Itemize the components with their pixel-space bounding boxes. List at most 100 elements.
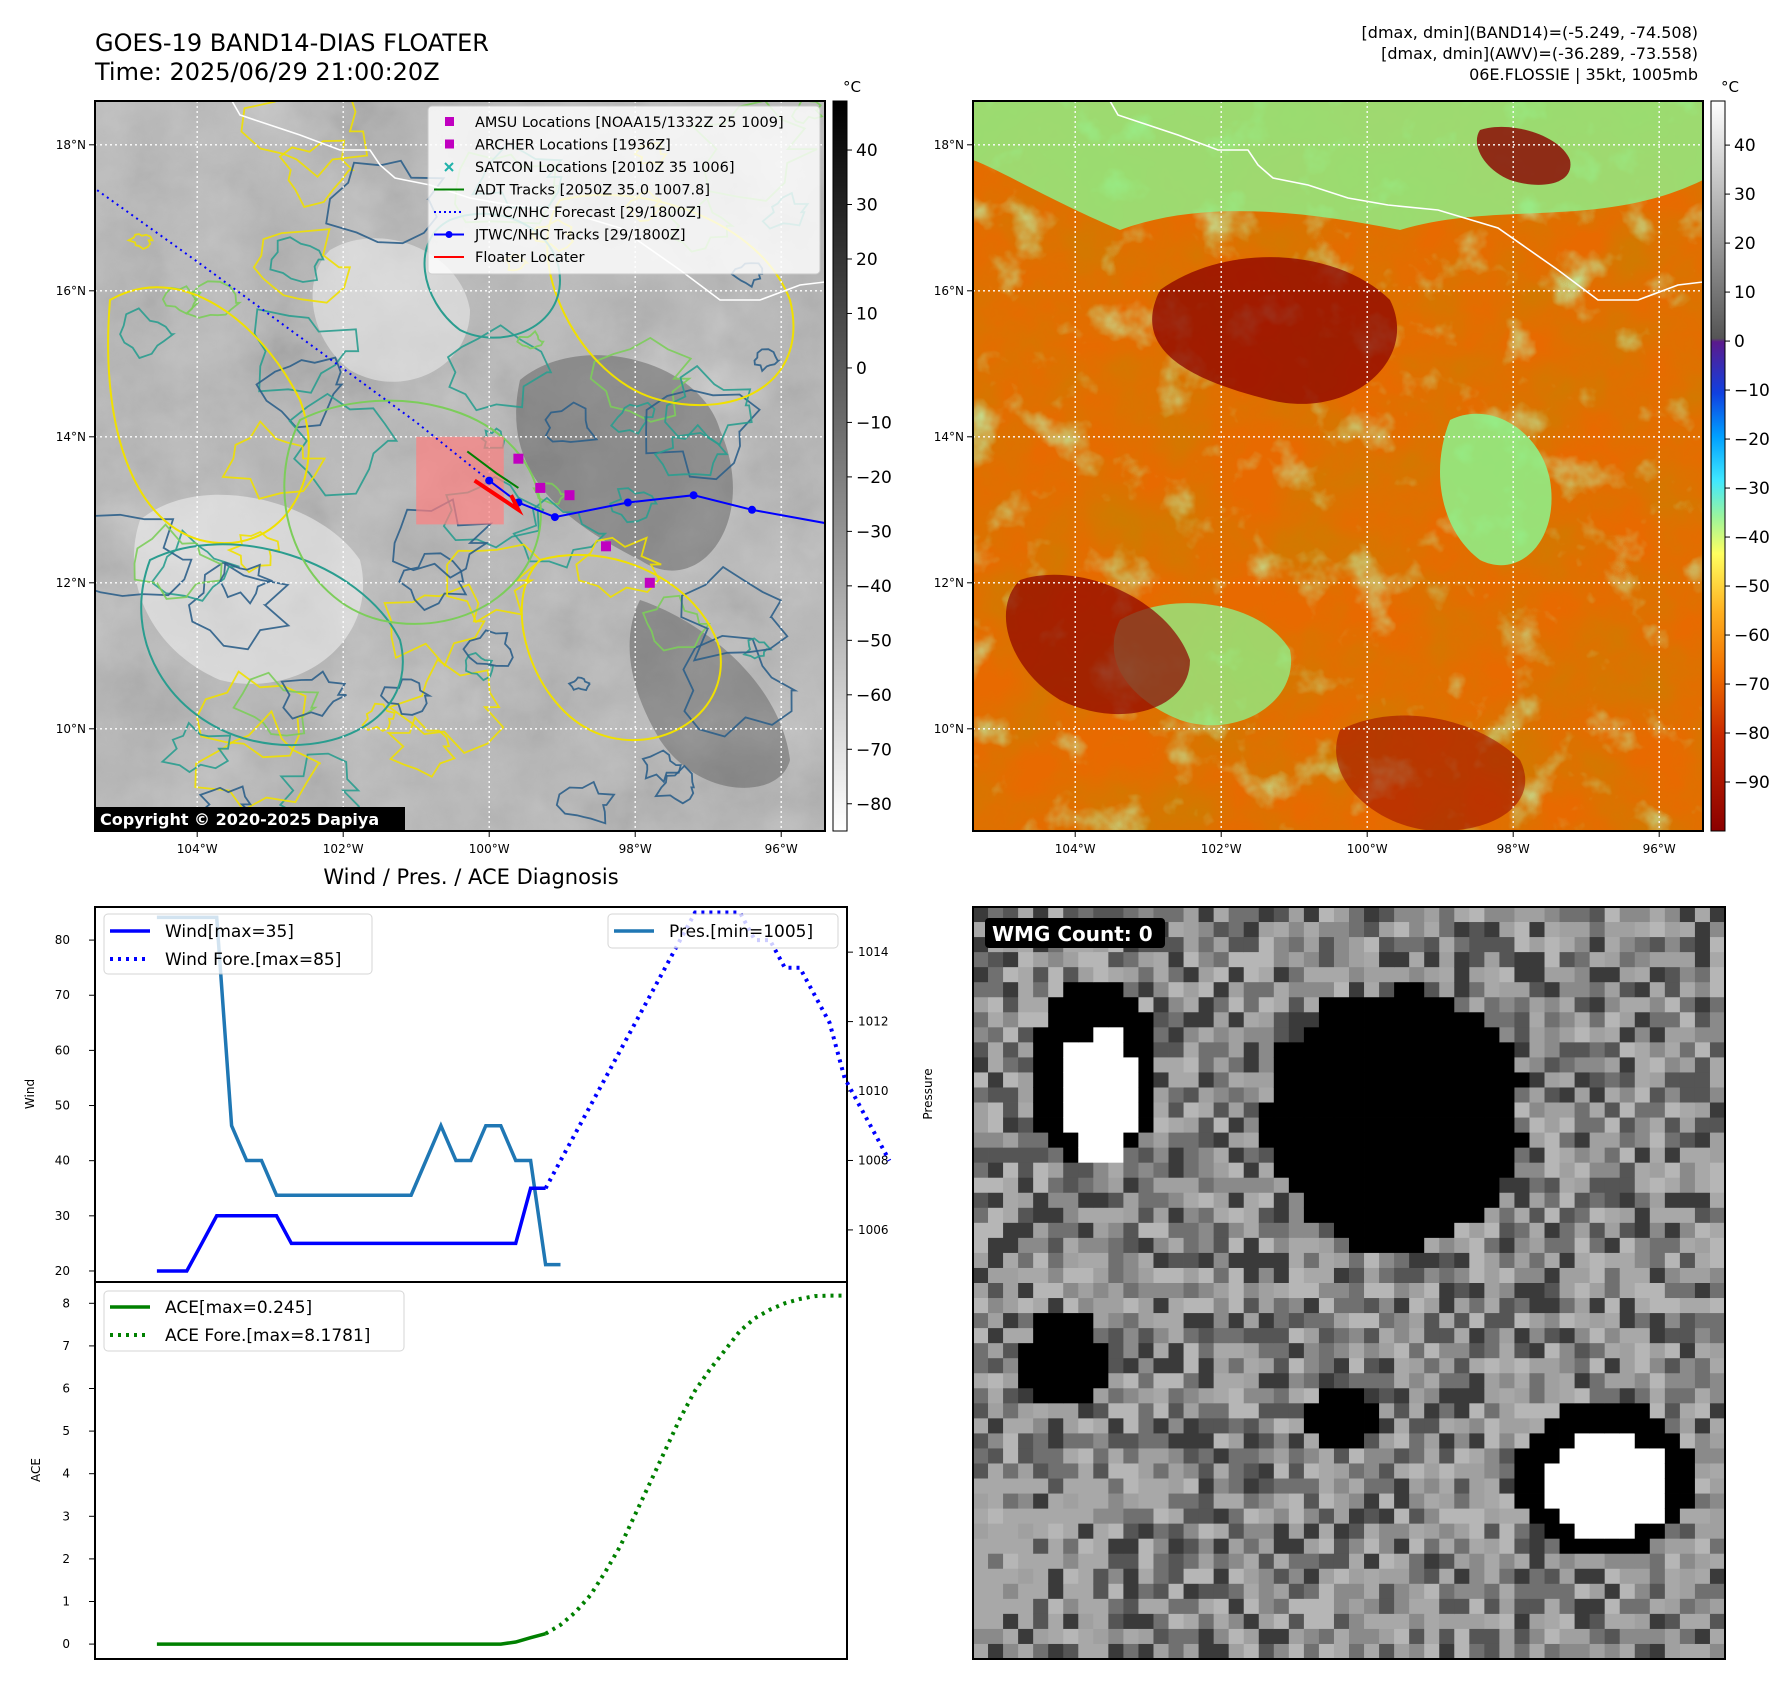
wmg-cell <box>1108 1222 1124 1239</box>
wmg-cell <box>1123 1463 1139 1479</box>
wmg-cell <box>1243 1613 1260 1630</box>
wmg-cell <box>1514 1222 1530 1239</box>
wmg-cell <box>1093 1358 1109 1374</box>
wmg-cell <box>1138 1147 1154 1164</box>
wmg-cell <box>1424 1102 1440 1118</box>
wmg-cell <box>1258 1643 1275 1659</box>
wmg-cell <box>1258 1448 1275 1464</box>
wmg-cell <box>973 1117 989 1133</box>
wmg-cell <box>1213 937 1230 953</box>
wmg-cell <box>1078 1538 1094 1555</box>
wmg-cell <box>1589 1418 1606 1434</box>
wmg-cell <box>1318 1222 1335 1239</box>
awv-colorbar-unit: °C <box>1721 78 1739 96</box>
wmg-cell <box>1409 982 1425 998</box>
wmg-cell <box>973 1553 989 1570</box>
lat-tick-label: 10°N <box>56 722 86 736</box>
wmg-cell <box>1544 1493 1560 1509</box>
wmg-cell <box>988 1388 1004 1404</box>
wmg-cell <box>1649 1598 1666 1615</box>
wmg-cell <box>1093 1463 1109 1479</box>
wmg-cell <box>1183 1147 1199 1164</box>
ace-tick-label: 1 <box>62 1594 70 1608</box>
wmg-cell <box>1394 952 1410 968</box>
wmg-cell <box>973 1358 989 1374</box>
wmg-cell <box>1018 1162 1034 1179</box>
wmg-cell <box>1018 1283 1034 1299</box>
wmg-cell <box>1273 1328 1290 1344</box>
wmg-cell <box>1364 1343 1380 1359</box>
wmg-cell <box>1003 1388 1019 1404</box>
wmg-cell <box>1303 1147 1320 1164</box>
wmg-cell <box>1063 1072 1079 1088</box>
wmg-cell <box>1153 1162 1169 1179</box>
ace-tick-label: 3 <box>62 1509 70 1523</box>
wmg-cell <box>1484 907 1500 923</box>
wmg-cell <box>1529 1448 1545 1464</box>
wmg-cell <box>1303 1478 1320 1494</box>
wmg-cell <box>1033 1132 1049 1149</box>
wmg-cell <box>1349 1283 1365 1299</box>
wmg-cell <box>1243 1388 1260 1404</box>
wmg-cell <box>1574 1343 1591 1359</box>
wmg-cell <box>1454 1313 1470 1329</box>
wmg-cell <box>1574 1478 1591 1494</box>
wmg-cell <box>1349 1132 1365 1149</box>
wmg-cell <box>1574 1132 1591 1149</box>
band14-bright-region <box>133 494 364 684</box>
wmg-cell <box>1093 1162 1109 1179</box>
ace-legend-label: ACE[max=0.245] <box>165 1298 312 1318</box>
wmg-cell <box>1288 1343 1305 1359</box>
wmg-cell <box>1123 1237 1139 1254</box>
wmg-cell <box>1303 1523 1320 1540</box>
wmg-cell <box>1198 952 1215 968</box>
wmg-cell <box>1634 1177 1651 1194</box>
wmg-cell <box>1604 1162 1621 1179</box>
wmg-cell <box>1303 1162 1320 1179</box>
wmg-cell <box>1183 1508 1199 1525</box>
wmg-cell <box>1409 1433 1425 1449</box>
wmg-cell <box>1349 1448 1365 1464</box>
wmg-cell <box>1243 1087 1260 1103</box>
wmg-cell <box>1198 1207 1215 1224</box>
wmg-cell <box>1664 1207 1681 1224</box>
wmg-cell <box>1138 1643 1154 1659</box>
wmg-cell <box>1063 1313 1079 1329</box>
wmg-cell <box>1574 1042 1591 1058</box>
wmg-cell <box>1123 1568 1139 1585</box>
wmg-cell <box>1243 982 1260 998</box>
wmg-cell <box>1213 1463 1230 1479</box>
wmg-cell <box>1589 1568 1606 1585</box>
wmg-cell <box>1108 1373 1124 1389</box>
wmg-cell <box>1484 1132 1500 1149</box>
wmg-cell <box>1589 1328 1606 1344</box>
wmg-cell <box>1529 952 1545 968</box>
wmg-cell <box>1108 1553 1124 1570</box>
wmg-cell <box>1228 1523 1245 1540</box>
contour-line <box>283 399 542 625</box>
wmg-cell <box>1574 1493 1591 1509</box>
wmg-cell <box>1574 1147 1591 1164</box>
wmg-cell <box>1093 1523 1109 1540</box>
colorbar-tick-label: 10 <box>856 304 878 324</box>
wmg-cell <box>1604 1478 1621 1494</box>
wmg-cell <box>1694 1523 1711 1540</box>
wmg-cell <box>1033 1267 1049 1284</box>
wmg-cell <box>1694 1328 1711 1344</box>
wmg-cell <box>1003 1207 1019 1224</box>
wmg-cell <box>1544 1643 1560 1659</box>
wmg-cell <box>1679 1057 1696 1073</box>
wmg-cell <box>1454 937 1470 953</box>
wmg-cell <box>1529 907 1545 923</box>
wmg-cell <box>1619 1177 1636 1194</box>
wmg-cell <box>1288 1117 1305 1133</box>
wmg-cell <box>973 1177 989 1194</box>
wmg-cell <box>1153 1478 1169 1494</box>
wmg-cell <box>1333 1313 1350 1329</box>
wmg-cell <box>1619 1568 1636 1585</box>
wmg-cell <box>1709 967 1725 983</box>
wmg-cell <box>973 1463 989 1479</box>
info-storm: 06E.FLOSSIE | 35kt, 1005mb <box>1469 65 1698 84</box>
wmg-cell <box>1709 1132 1725 1149</box>
wmg-cell <box>1108 1538 1124 1555</box>
